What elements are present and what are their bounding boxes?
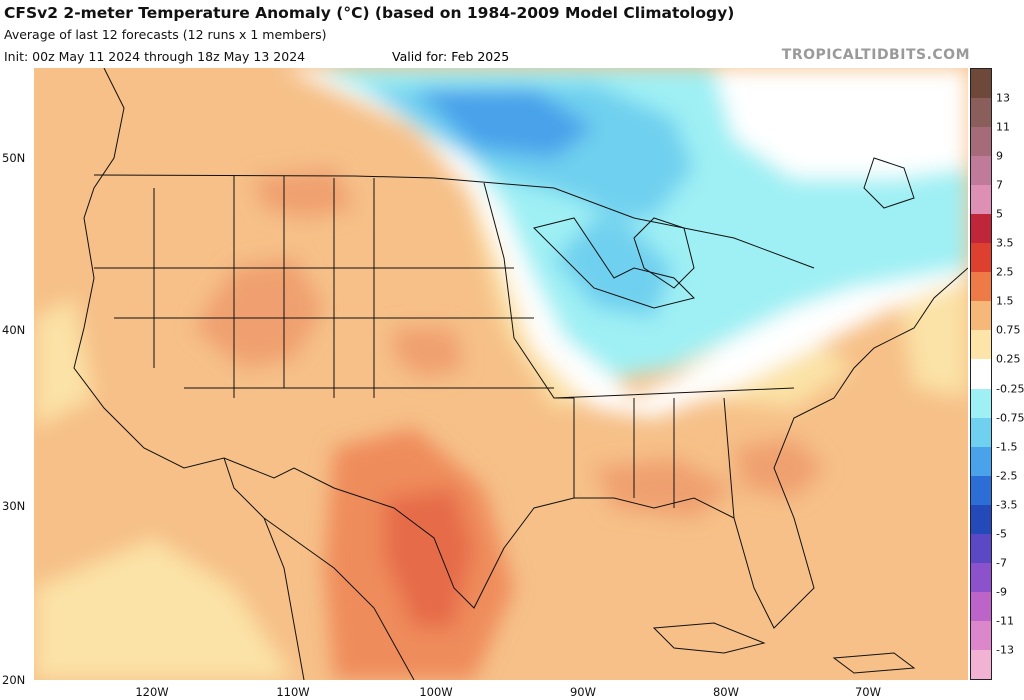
lat-label-30n: 30N (2, 499, 26, 513)
colorbar-segment (971, 214, 991, 244)
colorbar-label: -1.5 (996, 440, 1018, 454)
colorbar-segment (971, 69, 991, 99)
colorbar-label: 13 (996, 91, 1010, 105)
colorbar-segment (971, 156, 991, 186)
colorbar-label: -11 (996, 614, 1014, 628)
lon-label-100w: 100W (419, 685, 453, 699)
colorbar-label: 0.75 (996, 323, 1021, 337)
chart-subtitle: Average of last 12 forecasts (12 runs x … (4, 27, 327, 42)
chart-title: CFSv2 2-meter Temperature Anomaly (°C) (… (4, 4, 735, 22)
colorbar-segment (971, 504, 991, 534)
lat-label-20n: 20N (2, 673, 26, 687)
colorbar-label: -2.5 (996, 469, 1018, 483)
colorbar-segment (971, 417, 991, 447)
colorbar-label: 5 (996, 207, 1003, 221)
political-boundaries (73, 68, 968, 680)
colorbar-segment (971, 533, 991, 563)
colorbar-segment (971, 446, 991, 476)
colorbar-segment (971, 475, 991, 505)
init-time: Init: 00z May 11 2024 through 18z May 13… (4, 49, 306, 64)
colorbar-segment (971, 330, 991, 360)
colorbar-segment (971, 98, 991, 128)
lon-label-90w: 90W (569, 685, 597, 699)
lon-label-70w: 70W (854, 685, 882, 699)
colorbar-segment (971, 359, 991, 389)
colorbar-label: -0.25 (996, 382, 1024, 396)
anomaly-map (34, 68, 968, 680)
colorbar-label: -7 (996, 556, 1007, 570)
colorbar-label: 0.25 (996, 352, 1021, 366)
lon-label-120w: 120W (135, 685, 169, 699)
map-svg (34, 68, 968, 680)
colorbar-segment (971, 127, 991, 157)
colorbar-label: 11 (996, 120, 1010, 134)
lat-label-50n: 50N (2, 151, 26, 165)
colorbar-label: -3.5 (996, 498, 1018, 512)
colorbar-segment (971, 388, 991, 418)
colorbar-label: 9 (996, 149, 1003, 163)
lon-label-80w: 80W (712, 685, 740, 699)
brand-watermark: TROPICALTIDBITS.COM (781, 47, 970, 63)
colorbar-label: 3.5 (996, 236, 1014, 250)
colorbar-label: 2.5 (996, 265, 1014, 279)
colorbar-segment (971, 301, 991, 331)
colorbar-segment (971, 591, 991, 621)
colorbar-label: -0.75 (996, 411, 1024, 425)
colorbar-label: -9 (996, 585, 1007, 599)
colorbar-segment (971, 185, 991, 215)
colorbar-label: 1.5 (996, 294, 1014, 308)
colorbar-label: 7 (996, 178, 1003, 192)
colorbar (970, 68, 992, 680)
colorbar-segment (971, 243, 991, 273)
lat-label-40n: 40N (2, 323, 26, 337)
colorbar-label: -5 (996, 527, 1007, 541)
lon-label-110w: 110W (276, 685, 310, 699)
colorbar-segment (971, 649, 991, 679)
colorbar-segment (971, 620, 991, 650)
anomaly-field (34, 68, 968, 680)
colorbar-label: -13 (996, 643, 1014, 657)
colorbar-segment (971, 272, 991, 302)
valid-time: Valid for: Feb 2025 (392, 49, 510, 64)
colorbar-segment (971, 562, 991, 592)
